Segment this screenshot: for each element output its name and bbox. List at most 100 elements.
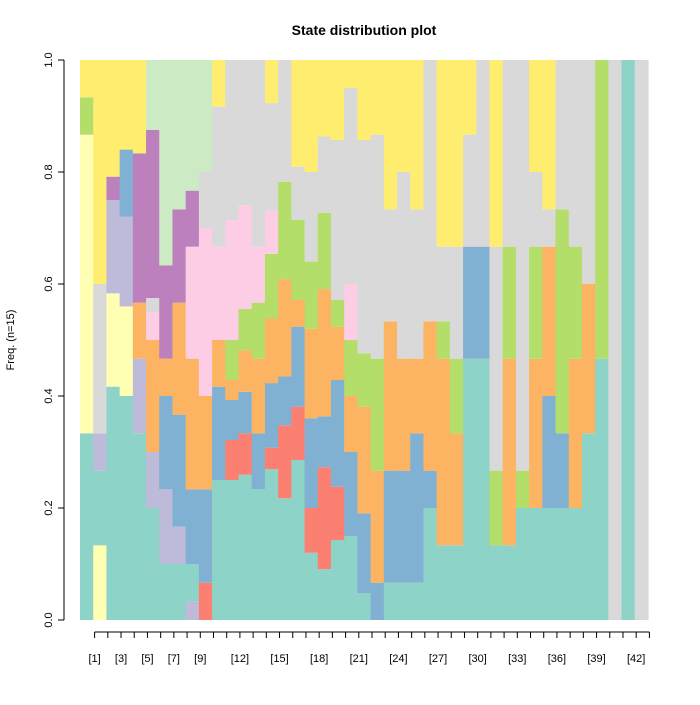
x-tick-label: [39] <box>587 653 605 665</box>
bar-segment-29-s6 <box>449 358 464 434</box>
bar-segment-6-s1 <box>146 508 160 620</box>
bar-segment-43-s8 <box>634 60 649 620</box>
bar-segment-10-s7 <box>198 228 213 396</box>
bar-segment-9-s5 <box>185 358 200 490</box>
bar-segment-19-s11 <box>317 60 332 137</box>
bar-segment-13-s3 <box>238 433 253 475</box>
bar-segment-7-s9 <box>159 265 174 359</box>
bar-segment-4-s2 <box>119 216 134 307</box>
bar-segment-28-s8 <box>436 246 451 322</box>
bar-segment-30-s11 <box>463 60 477 135</box>
bar-segment-9-s10 <box>185 60 200 191</box>
bar-segment-13-s7 <box>238 205 253 309</box>
bar-segment-38-s1 <box>568 508 583 620</box>
bar-segment-6-s8 <box>146 298 160 312</box>
bar-segment-6-s9 <box>146 130 160 298</box>
bar-segment-18-s8 <box>304 172 319 262</box>
bar-segment-20-s6 <box>330 300 345 327</box>
x-tick-label: [24] <box>389 653 407 665</box>
bar-segment-21-s5 <box>344 396 358 452</box>
bar-segment-26-s1 <box>410 582 425 620</box>
bar-segment-12-s8 <box>225 60 240 220</box>
bar-segment-8-s4 <box>172 414 187 527</box>
bar-segment-22-s8 <box>357 140 372 354</box>
bar-segment-25-s5 <box>397 358 411 471</box>
bar-segment-42-s1 <box>621 60 636 620</box>
y-tick-label: 0.6 <box>43 276 55 291</box>
bar-segment-26-s8 <box>410 209 425 359</box>
bar-segment-26-s4 <box>410 433 425 583</box>
x-tick-label: [9] <box>194 653 206 665</box>
bar-segment-17-s5 <box>291 300 306 327</box>
bar-segment-8-s9 <box>172 209 187 303</box>
bar-segment-3-s9 <box>106 176 121 200</box>
bar-segment-35-s8 <box>529 172 543 247</box>
bar-segment-19-s4 <box>317 416 332 468</box>
bar-segment-8-s1 <box>172 564 187 620</box>
x-tick-label: [27] <box>429 653 447 665</box>
bar-segment-29-s11 <box>449 60 464 247</box>
bar-segment-2-s8 <box>93 284 108 434</box>
bar-segment-8-s2 <box>172 526 187 564</box>
bar-segment-36-s1 <box>542 508 557 620</box>
bar-segment-20-s4 <box>330 380 345 487</box>
bar-segment-12-s5 <box>225 380 240 400</box>
bar-segment-2-s1 <box>93 470 108 546</box>
bar-segment-36-s8 <box>542 209 557 247</box>
bar-segment-11-s11 <box>212 60 226 107</box>
bar-segment-26-s11 <box>410 60 425 210</box>
x-tick-label: [3] <box>115 653 127 665</box>
bar-segment-4-s11 <box>119 60 134 150</box>
bar-segment-23-s8 <box>370 134 385 359</box>
bar-segment-37-s8 <box>555 60 570 210</box>
bar-segment-1-s12 <box>80 134 94 434</box>
bar-segment-19-s1 <box>317 569 332 620</box>
bar-segment-35-s1 <box>529 508 543 620</box>
bar-segment-27-s5 <box>423 321 438 471</box>
x-tick-label: [15] <box>270 653 288 665</box>
bar-segment-11-s5 <box>212 340 226 387</box>
bar-segment-19-s8 <box>317 136 332 213</box>
bar-segment-38-s6 <box>568 246 583 359</box>
bar-segment-32-s8 <box>489 246 504 471</box>
bar-segment-20-s5 <box>330 326 345 380</box>
bar-segment-24-s11 <box>383 60 398 210</box>
bar-segment-17-s1 <box>291 460 306 620</box>
bar-segment-12-s6 <box>225 340 240 380</box>
x-tick-label: [5] <box>141 653 153 665</box>
bar-segment-25-s1 <box>397 582 411 620</box>
x-tick-label: [18] <box>310 653 328 665</box>
bar-segment-32-s11 <box>489 60 504 247</box>
x-tick-label: [1] <box>88 653 100 665</box>
bar-segment-15-s3 <box>264 447 279 470</box>
bar-segment-3-s2 <box>106 200 121 294</box>
y-tick-label: 1.0 <box>43 52 55 67</box>
bar-segment-3-s1 <box>106 386 121 620</box>
bar-segment-39-s8 <box>581 60 596 284</box>
bar-segment-27-s4 <box>423 470 438 508</box>
bar-segment-18-s1 <box>304 552 319 620</box>
bar-segment-28-s11 <box>436 60 451 247</box>
bar-segment-34-s1 <box>515 508 530 620</box>
bar-segment-22-s5 <box>357 406 372 514</box>
bar-segment-38-s5 <box>568 358 583 508</box>
bar-segment-38-s8 <box>568 60 583 247</box>
bar-segment-33-s5 <box>502 358 517 546</box>
bar-segment-9-s9 <box>185 190 200 247</box>
bar-segment-24-s8 <box>383 209 398 322</box>
y-axis-label: Freq. (n=15) <box>5 310 17 371</box>
bar-segment-11-s4 <box>212 386 226 480</box>
bar-segment-7-s1 <box>159 564 174 620</box>
bar-segment-11-s1 <box>212 480 226 620</box>
bar-segment-34-s6 <box>515 470 530 508</box>
bar-segment-15-s4 <box>264 383 279 448</box>
bar-segment-5-s11 <box>132 60 147 154</box>
bar-segment-30-s1 <box>463 358 477 620</box>
x-tick-label: [7] <box>168 653 180 665</box>
bar-segment-6-s5 <box>146 340 160 452</box>
bar-segment-13-s4 <box>238 391 253 434</box>
bar-segment-16-s8 <box>278 60 292 182</box>
bar-segment-6-s10 <box>146 60 160 130</box>
bar-segment-16-s6 <box>278 181 292 280</box>
